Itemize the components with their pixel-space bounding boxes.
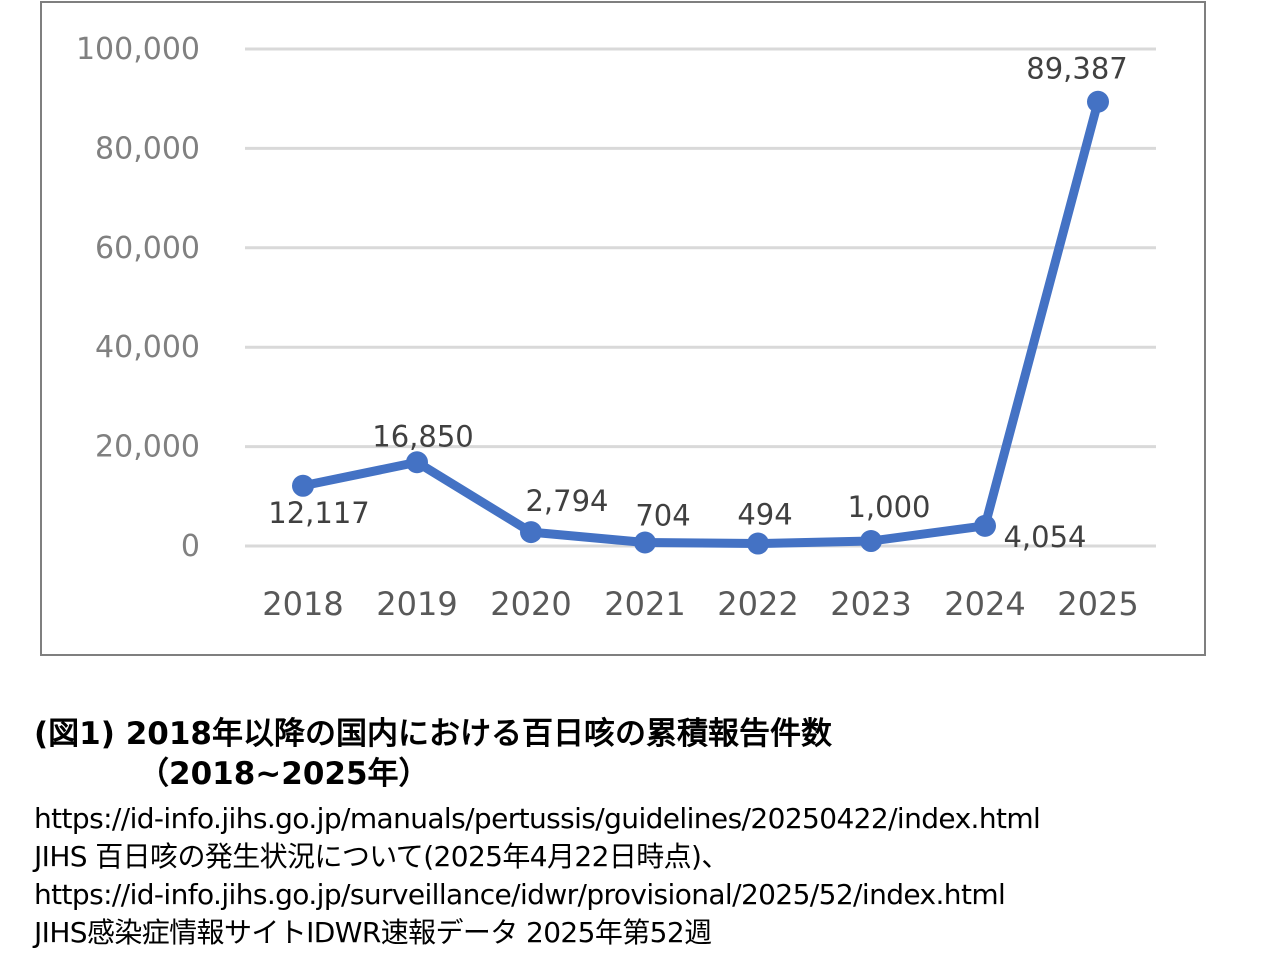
data-point-marker bbox=[747, 532, 769, 555]
y-axis-tick-label: 80,000 bbox=[95, 131, 200, 166]
y-axis-tick-label: 100,000 bbox=[76, 32, 200, 67]
data-point-marker bbox=[292, 474, 314, 497]
figure-caption: (図1) 2018年以降の国内における百日咳の累積報告件数 （2018~2025… bbox=[34, 714, 832, 794]
data-point-marker bbox=[974, 514, 996, 537]
data-point-marker bbox=[634, 531, 656, 554]
data-label: 1,000 bbox=[847, 490, 930, 524]
x-axis-tick-label: 2020 bbox=[490, 585, 571, 623]
data-label: 4,054 bbox=[1003, 520, 1086, 554]
data-line bbox=[298, 97, 1103, 549]
chart-frame: 0 20,000 40,000 60,000 80,000 100,000 2018 2019… bbox=[40, 1, 1206, 656]
data-point-marker bbox=[520, 521, 542, 544]
x-axis-tick-label: 2022 bbox=[717, 585, 798, 623]
data-label: 12,117 bbox=[268, 496, 369, 530]
caption-line-2: （2018~2025年） bbox=[138, 756, 430, 792]
source-title-2: JIHS感染症情報サイトIDWR速報データ 2025年第52週 bbox=[34, 916, 712, 949]
data-point-marker bbox=[1087, 90, 1109, 113]
y-axis-tick-label: 0 bbox=[181, 529, 200, 564]
x-axis-tick-label: 2018 bbox=[262, 585, 343, 623]
source-title-1: JIHS 百日咳の発生状況について(2025年4月22日時点)、 bbox=[34, 840, 729, 873]
data-label: 2,794 bbox=[525, 484, 608, 518]
data-label: 704 bbox=[635, 499, 690, 533]
data-point-marker bbox=[860, 530, 882, 553]
x-axis-tick-label: 2023 bbox=[830, 585, 911, 623]
y-axis-tick-label: 60,000 bbox=[95, 231, 200, 266]
data-point-marker bbox=[406, 451, 428, 474]
data-label: 494 bbox=[737, 498, 792, 532]
x-axis-tick-label: 2024 bbox=[944, 585, 1025, 623]
source-list: https://id-info.jihs.go.jp/manuals/pertu… bbox=[34, 800, 1041, 952]
x-axis-tick-label: 2025 bbox=[1057, 585, 1138, 623]
data-label: 89,387 bbox=[1026, 52, 1127, 86]
source-url-2[interactable]: https://id-info.jihs.go.jp/surveillance/… bbox=[34, 878, 1006, 911]
data-label: 16,850 bbox=[372, 419, 473, 453]
caption-line-1: (図1) 2018年以降の国内における百日咳の累積報告件数 bbox=[34, 716, 832, 752]
y-axis-tick-label: 40,000 bbox=[95, 330, 200, 365]
source-url-1[interactable]: https://id-info.jihs.go.jp/manuals/pertu… bbox=[34, 802, 1041, 835]
x-axis-tick-label: 2019 bbox=[376, 585, 457, 623]
line-chart: 0 20,000 40,000 60,000 80,000 100,000 2018 2019… bbox=[76, 32, 1156, 623]
y-axis-tick-label: 20,000 bbox=[95, 430, 200, 465]
x-axis-tick-label: 2021 bbox=[604, 585, 685, 623]
